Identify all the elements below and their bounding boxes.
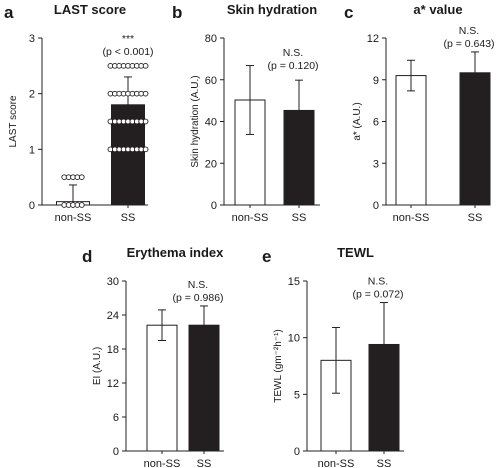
chart-panel-c: c a* value 0 3 6 9 12 a* (A.U.) non-SS SS N.S.(p =…	[344, 2, 495, 224]
panel-letter: c	[344, 3, 353, 22]
y-tick-label: 80	[205, 33, 217, 45]
data-point	[78, 174, 85, 181]
p-value-label: (p < 0.001)	[102, 46, 153, 58]
y-tick-label: 20	[205, 158, 217, 170]
y-tick-label: 0	[113, 446, 119, 458]
x-tick-label: SS	[121, 212, 136, 224]
significance-label: N.S.	[459, 25, 479, 37]
chart-panel-d: d Erythema index 0 6 12 18 24 30 EI (A.U.) non-SS…	[82, 245, 224, 468]
y-tick-label: 30	[107, 276, 119, 288]
y-tick-label: 0	[294, 446, 300, 458]
data-point	[142, 146, 149, 153]
y-tick-label: 5	[294, 389, 300, 401]
chart-panel-b: b Skin hydration 0 20 40 60 80 Skin hydration (…	[172, 2, 320, 224]
chart-title: Erythema index	[127, 245, 225, 260]
p-value-label: (p = 0.072)	[352, 289, 403, 301]
y-tick-label: 0	[211, 200, 217, 212]
chart-panel-a: a LAST score 0 1 2 3 LAST score non-SS SS ***(p <…	[4, 2, 154, 224]
chart-title: Skin hydration	[227, 2, 317, 17]
chart-title: a* value	[413, 2, 462, 17]
significance-label: N.S.	[368, 276, 388, 288]
chart-panel-e: e TEWL 0 5 10 15 TEWL (gm⁻²h⁻¹) non-SS SS N.S.(p …	[262, 245, 404, 468]
x-tick-label: SS	[468, 212, 483, 224]
y-tick-label: 60	[205, 75, 217, 87]
x-tick-label: non-SS	[55, 212, 92, 224]
y-axis-label: a* (A.U.)	[352, 102, 363, 140]
chart-title: TEWL	[337, 245, 374, 260]
y-tick-label: 3	[373, 158, 379, 170]
p-value-label: (p = 0.120)	[267, 60, 318, 72]
y-tick-label: 9	[373, 75, 379, 87]
y-tick-label: 12	[367, 33, 379, 45]
y-tick-label: 6	[113, 412, 119, 424]
p-value-label: (p = 0.643)	[443, 38, 494, 50]
y-tick-label: 10	[288, 333, 300, 345]
y-axis-label: EI (A.U.)	[92, 347, 103, 385]
y-tick-label: 1	[29, 144, 35, 156]
significance-label: N.S.	[188, 279, 208, 291]
p-value-label: (p = 0.986)	[172, 292, 223, 304]
panel-letter: b	[172, 3, 182, 22]
y-tick-label: 24	[107, 310, 119, 322]
chart-title: LAST score	[54, 2, 126, 17]
bar-non-ss	[146, 324, 178, 452]
y-tick-label: 40	[205, 117, 217, 129]
y-tick-label: 18	[107, 344, 119, 356]
panel-letter: a	[4, 3, 14, 22]
y-tick-label: 0	[373, 200, 379, 212]
x-tick-label: non-SS	[232, 212, 269, 224]
panel-letter: e	[262, 247, 271, 266]
y-tick-label: 3	[29, 33, 35, 45]
x-tick-label: non-SS	[144, 458, 181, 468]
y-tick-label: 12	[107, 378, 119, 390]
data-point	[142, 90, 149, 97]
y-tick-label: 0	[29, 200, 35, 212]
significance-label: N.S.	[283, 47, 303, 59]
y-axis-label: Skin hydration (A.U.)	[190, 75, 201, 167]
data-point	[142, 62, 149, 69]
y-tick-label: 2	[29, 89, 35, 101]
y-tick-label: 15	[288, 276, 300, 288]
y-tick-label: 6	[373, 117, 379, 129]
x-tick-label: SS	[292, 212, 307, 224]
data-point	[142, 118, 149, 125]
y-axis-label: LAST score	[8, 95, 19, 147]
x-tick-label: non-SS	[318, 458, 355, 468]
significance-label: ***	[122, 33, 134, 45]
bar-non-ss	[395, 75, 427, 206]
x-tick-label: SS	[197, 458, 212, 468]
data-point	[78, 202, 85, 208]
x-tick-label: SS	[377, 458, 392, 468]
y-axis-label: TEWL (gm⁻²h⁻¹)	[273, 329, 284, 403]
bar-ss	[459, 72, 491, 206]
x-tick-label: non-SS	[393, 212, 430, 224]
panel-letter: d	[82, 247, 92, 266]
